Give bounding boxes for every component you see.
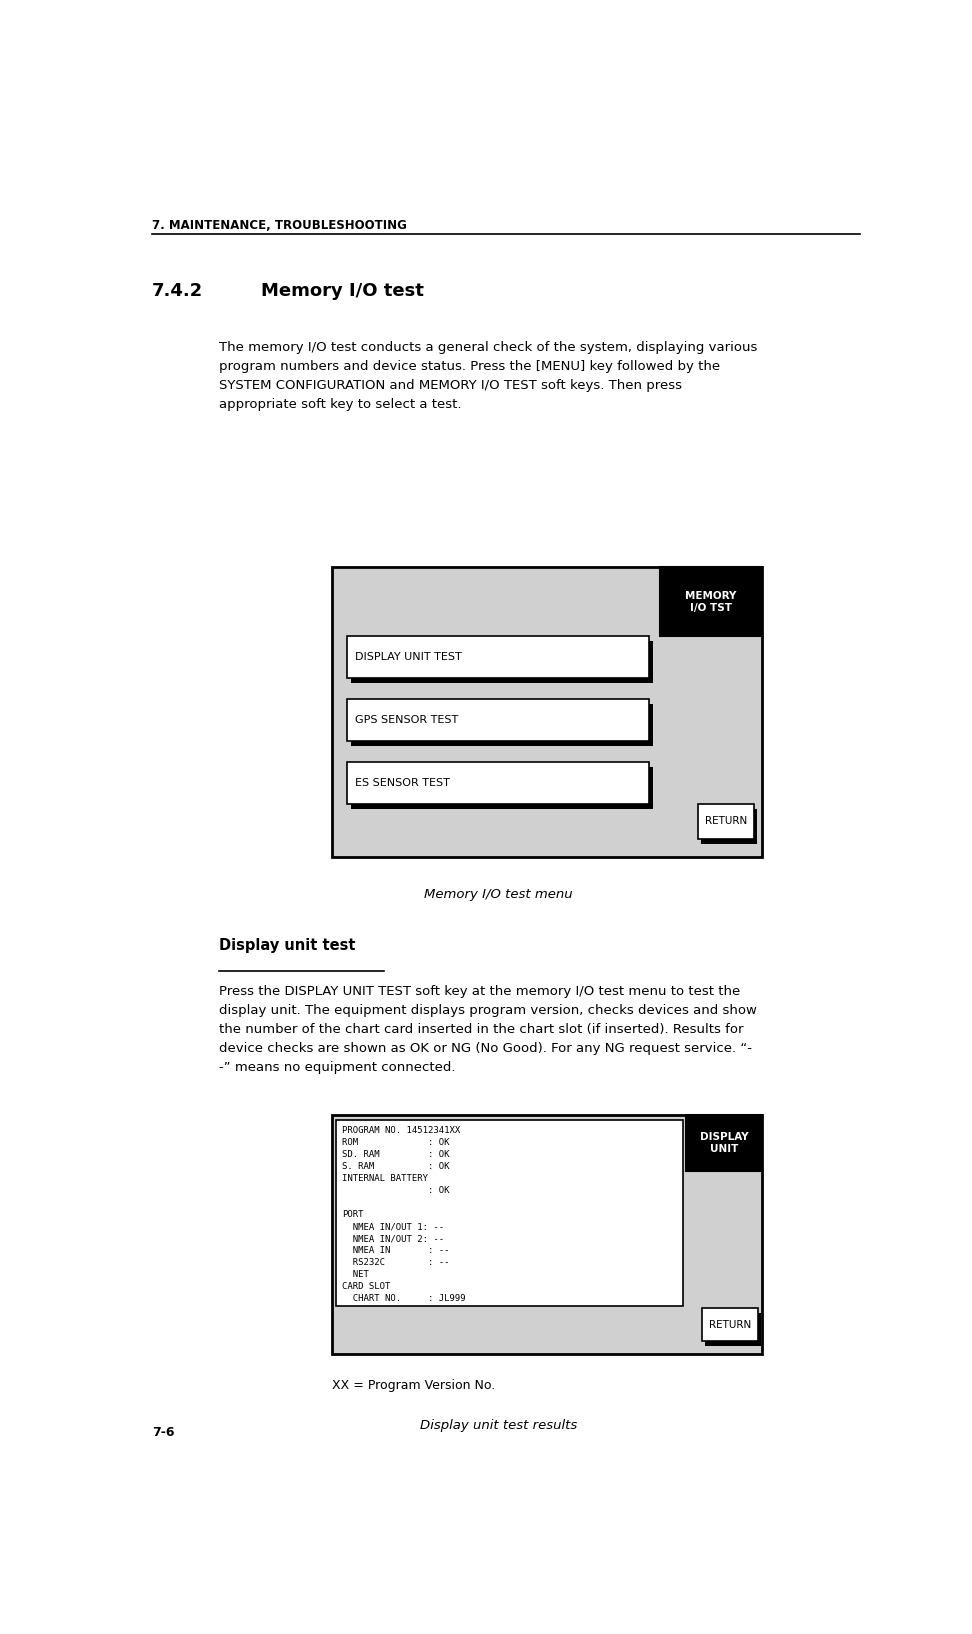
- Text: ROM             : OK: ROM : OK: [342, 1139, 450, 1147]
- Text: RETURN: RETURN: [709, 1320, 751, 1330]
- Text: PROGRAM NO. 14512341XX: PROGRAM NO. 14512341XX: [342, 1126, 461, 1136]
- Text: DISPLAY UNIT TEST: DISPLAY UNIT TEST: [355, 652, 462, 662]
- Text: INTERNAL BATTERY: INTERNAL BATTERY: [342, 1175, 429, 1183]
- Text: SD. RAM         : OK: SD. RAM : OK: [342, 1150, 450, 1159]
- FancyBboxPatch shape: [660, 567, 762, 636]
- Text: RETURN: RETURN: [705, 817, 747, 827]
- Text: PORT: PORT: [342, 1211, 364, 1219]
- Text: XX = Program Version No.: XX = Program Version No.: [332, 1379, 496, 1392]
- FancyBboxPatch shape: [336, 1119, 682, 1306]
- Text: RS232C        : --: RS232C : --: [342, 1258, 450, 1268]
- Text: Memory I/O test: Memory I/O test: [260, 281, 424, 299]
- Text: DISPLAY
UNIT: DISPLAY UNIT: [700, 1132, 748, 1154]
- Text: 7-6: 7-6: [152, 1426, 174, 1440]
- FancyBboxPatch shape: [348, 761, 649, 804]
- Text: S. RAM          : OK: S. RAM : OK: [342, 1162, 450, 1172]
- FancyBboxPatch shape: [705, 1314, 761, 1346]
- FancyBboxPatch shape: [351, 704, 652, 745]
- Text: GPS SENSOR TEST: GPS SENSOR TEST: [355, 716, 458, 725]
- FancyBboxPatch shape: [351, 642, 652, 683]
- Text: ES SENSOR TEST: ES SENSOR TEST: [355, 778, 450, 788]
- Text: 7. MAINTENANCE, TROUBLESHOOTING: 7. MAINTENANCE, TROUBLESHOOTING: [152, 219, 406, 232]
- Text: NET: NET: [342, 1270, 369, 1279]
- Text: 7.4.2: 7.4.2: [152, 281, 203, 299]
- Text: NMEA IN/OUT 2: --: NMEA IN/OUT 2: --: [342, 1234, 444, 1243]
- FancyBboxPatch shape: [351, 768, 652, 809]
- Text: Memory I/O test menu: Memory I/O test menu: [424, 889, 573, 900]
- Text: CARD SLOT: CARD SLOT: [342, 1283, 391, 1291]
- Text: NMEA IN       : --: NMEA IN : --: [342, 1247, 450, 1255]
- FancyBboxPatch shape: [686, 1114, 762, 1172]
- FancyBboxPatch shape: [332, 567, 762, 856]
- Text: NMEA IN/OUT 1: --: NMEA IN/OUT 1: --: [342, 1222, 444, 1232]
- FancyBboxPatch shape: [348, 699, 649, 740]
- FancyBboxPatch shape: [702, 1309, 758, 1342]
- FancyBboxPatch shape: [348, 636, 649, 678]
- Text: MEMORY
I/O TST: MEMORY I/O TST: [685, 590, 737, 613]
- FancyBboxPatch shape: [698, 804, 754, 838]
- Text: CHART NO.     : JL999: CHART NO. : JL999: [342, 1294, 466, 1304]
- Text: Display unit test: Display unit test: [220, 938, 356, 953]
- FancyBboxPatch shape: [701, 809, 757, 845]
- FancyBboxPatch shape: [332, 1114, 762, 1353]
- Text: Press the DISPLAY UNIT TEST soft key at the memory I/O test menu to test the
dis: Press the DISPLAY UNIT TEST soft key at …: [220, 985, 757, 1074]
- Text: Display unit test results: Display unit test results: [420, 1418, 576, 1431]
- Text: : OK: : OK: [342, 1186, 450, 1194]
- Text: The memory I/O test conducts a general check of the system, displaying various
p: The memory I/O test conducts a general c…: [220, 342, 758, 410]
